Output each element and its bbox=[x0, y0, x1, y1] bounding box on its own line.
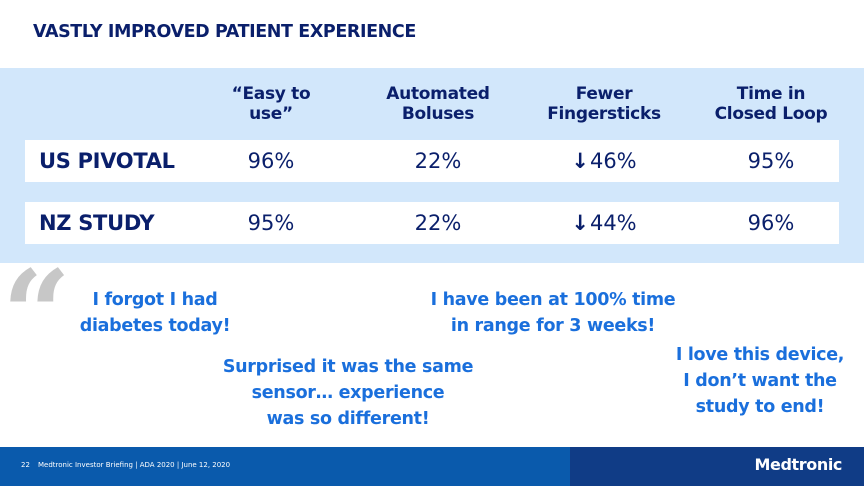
quote-line: I don’t want the bbox=[683, 371, 837, 391]
patient-quote-forgot-diabetes: I forgot I had diabetes today! bbox=[60, 287, 250, 339]
column-header-fewer-fingersticks: Fewer Fingersticks bbox=[529, 84, 679, 124]
quote-line: I love this device, bbox=[675, 345, 845, 365]
column-header-line: Fingersticks bbox=[547, 104, 661, 124]
cell-fewer-fingersticks: ↓44% bbox=[529, 202, 679, 244]
cell-automated-boluses: 22% bbox=[414, 149, 462, 173]
quote-mark-icon: “ bbox=[2, 244, 72, 385]
cell-time-in-closed-loop: 95% bbox=[747, 149, 795, 173]
quote-line: diabetes today! bbox=[79, 316, 231, 336]
footer-bar: 22 Medtronic Investor Briefing | ADA 202… bbox=[0, 447, 864, 486]
patient-quote-same-sensor: Surprised it was the same sensor… experi… bbox=[203, 354, 493, 432]
fingersticks-value: 44% bbox=[589, 211, 637, 235]
column-header-easy-to-use: “Easy to use” bbox=[196, 84, 346, 124]
row-label: US PIVOTAL bbox=[39, 149, 175, 173]
column-header-line: Closed Loop bbox=[714, 104, 828, 124]
quote-line: was so different! bbox=[266, 409, 430, 429]
cell-automated-boluses: 22% bbox=[414, 211, 462, 235]
page-number: 22 bbox=[21, 461, 30, 469]
quote-line: study to end! bbox=[695, 397, 825, 417]
page-title: VASTLY IMPROVED PATIENT EXPERIENCE bbox=[33, 22, 416, 42]
quote-line: I have been at 100% time bbox=[430, 290, 676, 310]
cell-fewer-fingersticks: ↓46% bbox=[529, 140, 679, 182]
patient-quote-love-device: I love this device, I don’t want the stu… bbox=[660, 342, 860, 420]
column-header-line: Boluses bbox=[401, 104, 475, 124]
fingersticks-value: 46% bbox=[589, 149, 637, 173]
column-header-automated-boluses: Automated Boluses bbox=[363, 84, 513, 124]
cell-easy-to-use: 95% bbox=[247, 211, 295, 235]
column-header-time-in-closed-loop: Time in Closed Loop bbox=[696, 84, 846, 124]
footer-text: Medtronic Investor Briefing | ADA 2020 |… bbox=[38, 461, 231, 469]
column-header-line: use” bbox=[249, 104, 293, 124]
row-label: NZ STUDY bbox=[39, 211, 155, 235]
quote-line: Surprised it was the same bbox=[222, 357, 474, 377]
down-arrow-icon: ↓ bbox=[571, 211, 589, 235]
footer-logo-panel: Medtronic bbox=[570, 447, 864, 486]
column-header-line: Automated bbox=[386, 84, 490, 104]
patient-quote-time-in-range: I have been at 100% time in range for 3 … bbox=[408, 287, 698, 339]
table-row-nz-study: NZ STUDY 95% 22% ↓44% 96% bbox=[25, 202, 839, 244]
cell-time-in-closed-loop: 96% bbox=[747, 211, 795, 235]
down-arrow-icon: ↓ bbox=[571, 149, 589, 173]
medtronic-logo: Medtronic bbox=[754, 455, 842, 474]
column-header-line: Fewer bbox=[575, 84, 633, 104]
column-header-line: “Easy to bbox=[231, 84, 311, 104]
cell-easy-to-use: 96% bbox=[247, 149, 295, 173]
quote-line: I forgot I had bbox=[92, 290, 218, 310]
quote-line: sensor… experience bbox=[251, 383, 445, 403]
quote-line: in range for 3 weeks! bbox=[450, 316, 656, 336]
table-row-us-pivotal: US PIVOTAL 96% 22% ↓46% 95% bbox=[25, 140, 839, 182]
column-header-line: Time in bbox=[736, 84, 806, 104]
